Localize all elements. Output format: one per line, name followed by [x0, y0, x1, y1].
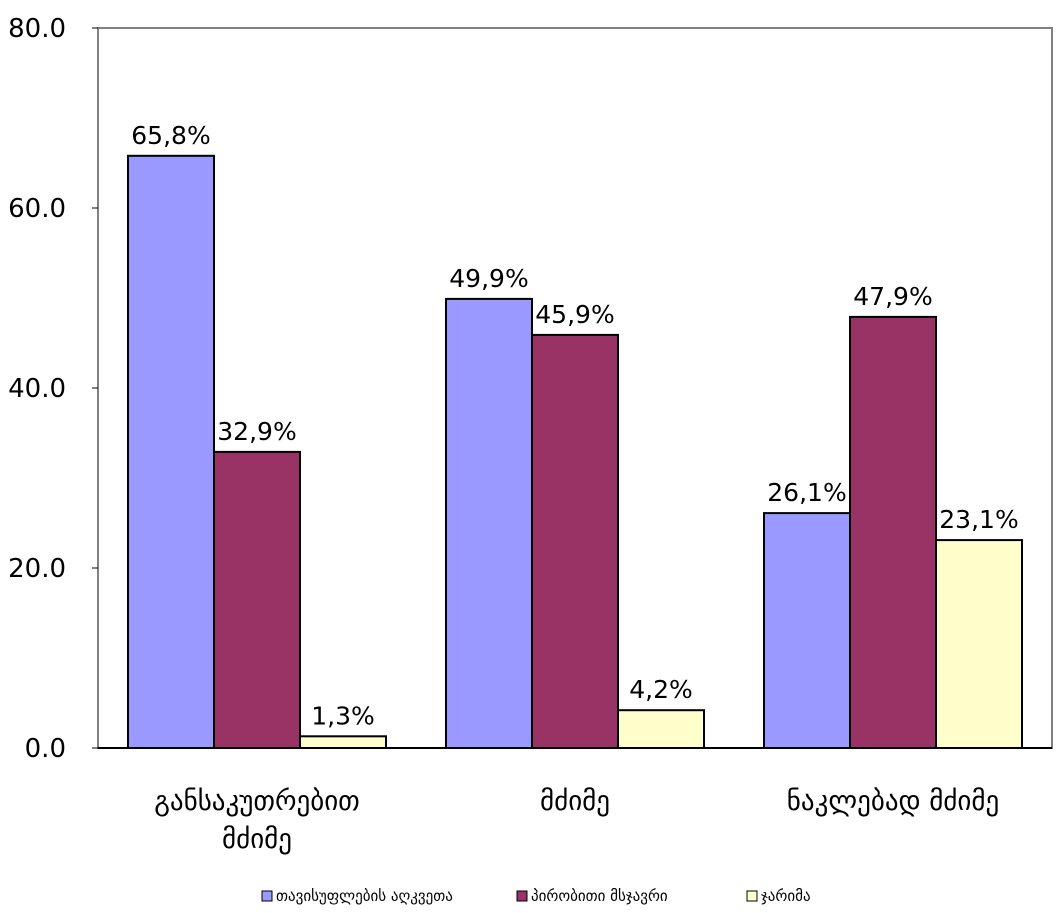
y-tick-label: 20.0: [8, 554, 66, 584]
category-label: მძიმე: [222, 824, 292, 855]
data-label: 26,1%: [767, 478, 846, 507]
legend-swatch: [516, 890, 528, 902]
data-label: 32,9%: [217, 417, 296, 446]
data-label: 4,2%: [629, 675, 693, 704]
legend-swatch: [261, 890, 273, 902]
data-label: 1,3%: [311, 701, 375, 730]
legend-swatch: [746, 890, 758, 902]
legend-label: ჯარიმა: [761, 887, 811, 905]
y-tick-label: 60.0: [8, 194, 66, 224]
category-label: განსაკუთრებით: [154, 786, 360, 817]
bar: [127, 154, 215, 750]
bar: [935, 539, 1023, 749]
data-label: 65,8%: [131, 121, 210, 150]
category-labels: განსაკუთრებით მძიმე მძიმე ნაკლებად მძიმე: [154, 786, 999, 855]
y-tick-label: 40.0: [8, 374, 66, 404]
bar: [617, 709, 705, 750]
legend-label: პირობითი მსჯავრი: [531, 887, 668, 905]
y-tick-label: 0.0: [25, 734, 66, 764]
y-tick-label: 80.0: [8, 14, 66, 44]
data-label: 45,9%: [535, 300, 614, 329]
data-label: 49,9%: [449, 264, 528, 293]
legend: თავისუფლების აღკვეთა პირობითი მსჯავრი ჯარი…: [261, 887, 811, 905]
legend-label: თავისუფლების აღკვეთა: [276, 887, 453, 905]
bar: [213, 450, 301, 749]
bar: [299, 735, 387, 749]
bar: [849, 315, 937, 749]
data-label: 47,9%: [853, 282, 932, 311]
category-label: მძიმე: [540, 786, 610, 817]
data-label: 23,1%: [939, 505, 1018, 534]
bar: [531, 333, 619, 749]
bars: [127, 154, 1023, 750]
bar: [763, 512, 851, 749]
data-labels: 65,8% 32,9% 1,3% 49,9%45,9% 4,2% 26,1% 47,9% 23…: [131, 121, 1018, 730]
category-label: ნაკლებად მძიმე: [787, 786, 999, 817]
bar: [445, 297, 533, 749]
